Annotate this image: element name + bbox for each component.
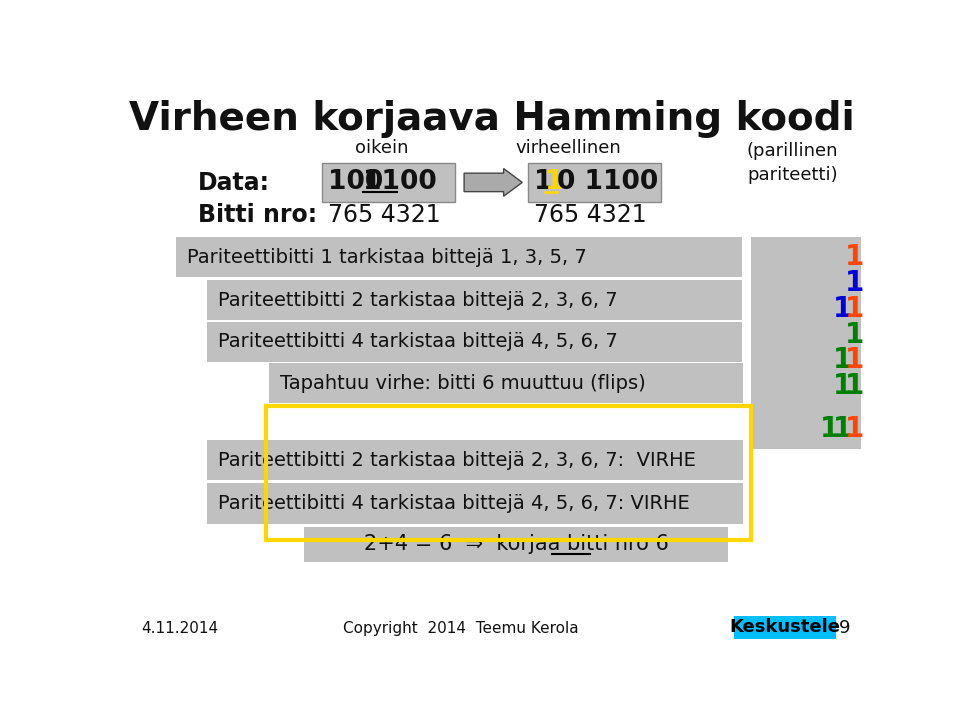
Bar [528, 163, 660, 202]
Text: 100: 100 [327, 169, 392, 195]
Text: 1: 1 [845, 243, 864, 271]
Text: virheellinen: virheellinen [516, 139, 621, 157]
Bar [206, 483, 743, 523]
Bar [206, 280, 741, 320]
Bar [322, 163, 455, 202]
Text: 1: 1 [845, 321, 864, 349]
Text: Pariteettibitti 2 tarkistaa bittejä 2, 3, 6, 7:  VIRHE: Pariteettibitti 2 tarkistaa bittejä 2, 3… [218, 451, 696, 470]
Text: 1: 1 [832, 294, 852, 322]
Text: 1: 1 [832, 415, 852, 443]
Bar [206, 440, 743, 480]
Text: 1: 1 [845, 372, 864, 400]
Text: 1: 1 [845, 415, 864, 443]
Bar [206, 322, 741, 362]
Text: 1: 1 [845, 269, 864, 297]
Bar [751, 237, 861, 449]
Text: 1100: 1100 [363, 169, 437, 195]
Text: Virheen korjaava Hamming koodi: Virheen korjaava Hamming koodi [130, 100, 854, 138]
Bar [733, 616, 836, 639]
Text: Pariteettibitti 2 tarkistaa bittejä 2, 3, 6, 7: Pariteettibitti 2 tarkistaa bittejä 2, 3… [218, 291, 617, 309]
Text: 2+4 = 6  ⇒  korjaa bitti nro 6: 2+4 = 6 ⇒ korjaa bitti nro 6 [364, 534, 668, 554]
Text: 1: 1 [832, 346, 852, 374]
Bar [176, 237, 741, 277]
Text: 1: 1 [832, 372, 852, 400]
Bar [304, 526, 728, 562]
Text: 765 4321: 765 4321 [534, 202, 646, 227]
Text: Pariteettibitti 4 tarkistaa bittejä 4, 5, 6, 7: VIRHE: Pariteettibitti 4 tarkistaa bittejä 4, 5… [218, 494, 689, 513]
Text: 1: 1 [820, 415, 840, 443]
Text: 765 4321: 765 4321 [327, 202, 441, 227]
Bar [269, 363, 743, 404]
FancyArrow shape [464, 169, 522, 196]
Text: 1: 1 [534, 169, 552, 195]
Text: (parillinen
pariteetti): (parillinen pariteetti) [747, 142, 838, 184]
Text: Data:: Data: [198, 171, 270, 195]
Text: 1: 1 [845, 294, 864, 322]
Bar [266, 406, 751, 541]
Text: 1: 1 [845, 346, 864, 374]
Text: Copyright  2014  Teemu Kerola: Copyright 2014 Teemu Kerola [343, 621, 579, 635]
Text: Tapahtuu virhe: bitti 6 muuttuu (flips): Tapahtuu virhe: bitti 6 muuttuu (flips) [279, 374, 645, 393]
Text: Pariteettibitti 1 tarkistaa bittejä 1, 3, 5, 7: Pariteettibitti 1 tarkistaa bittejä 1, 3… [186, 248, 587, 266]
Text: Keskustele: Keskustele [730, 618, 840, 636]
Text: oikein: oikein [355, 139, 409, 157]
Text: 0 1100: 0 1100 [557, 169, 659, 195]
Text: 1: 1 [545, 169, 564, 195]
Text: Bitti nro:: Bitti nro: [198, 202, 317, 227]
Text: 4.11.2014: 4.11.2014 [142, 621, 219, 635]
Text: 9: 9 [838, 619, 850, 638]
Text: Pariteettibitti 4 tarkistaa bittejä 4, 5, 6, 7: Pariteettibitti 4 tarkistaa bittejä 4, 5… [218, 332, 617, 351]
